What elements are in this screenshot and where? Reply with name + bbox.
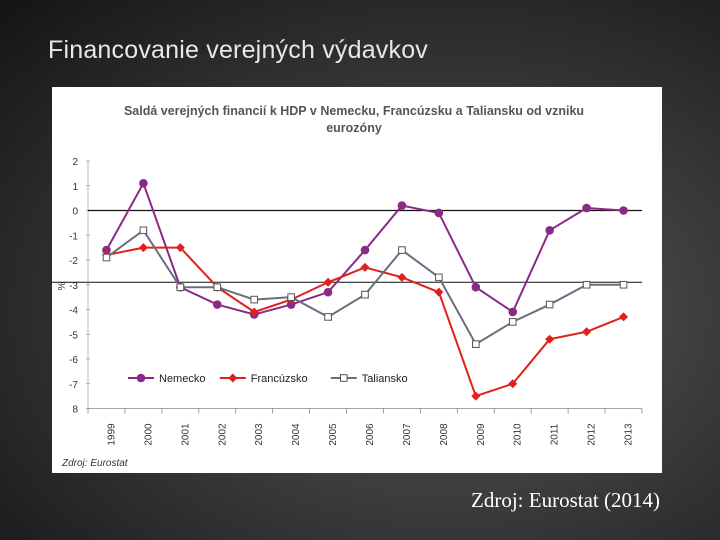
y-tick-label: 2 xyxy=(72,157,78,168)
data-point-nemecko xyxy=(434,208,444,218)
data-point-nemecko xyxy=(508,307,518,317)
y-tick-label: 1 xyxy=(72,182,78,193)
data-point-taliansko xyxy=(582,280,591,289)
y-tick-label: -4 xyxy=(69,306,78,317)
x-tick-label: 2000 xyxy=(143,423,154,446)
chart-source-note: Zdroj: Eurostat xyxy=(61,458,129,469)
data-point-nemecko xyxy=(212,300,222,309)
x-tick-label: 2009 xyxy=(476,423,487,446)
slide-source: Zdroj: Eurostat (2014) xyxy=(471,488,660,512)
legend-marker-francuzsko xyxy=(228,373,238,383)
data-point-taliansko xyxy=(472,340,480,348)
data-point-francuzsko xyxy=(471,391,481,401)
x-tick-label: 2004 xyxy=(291,423,302,446)
data-point-francuzsko xyxy=(434,287,444,297)
y-tick-label: -6 xyxy=(69,355,78,366)
line-chart: Saldá verejných financií k HDP v Nemecku… xyxy=(52,104,643,469)
y-tick-label: -1 xyxy=(69,231,78,242)
y-tick-label: -5 xyxy=(69,330,78,341)
x-tick-label: 1999 xyxy=(106,423,117,446)
legend-marker-nemecko xyxy=(136,373,146,383)
data-point-nemecko xyxy=(139,178,148,188)
data-point-nemecko xyxy=(323,287,333,297)
data-point-francuzsko xyxy=(138,243,148,253)
chart-title-line-2: eurozóny xyxy=(326,121,382,135)
data-point-nemecko xyxy=(619,206,628,215)
data-point-nemecko xyxy=(102,245,111,255)
data-point-taliansko xyxy=(545,300,554,309)
chart-title-line-1: Saldá verejných financií k HDP v Nemecku… xyxy=(124,104,584,118)
x-tick-label: 2006 xyxy=(365,423,376,446)
x-tick-label: 2007 xyxy=(402,423,413,446)
data-point-taliansko xyxy=(287,293,295,301)
x-tick-label: 2013 xyxy=(624,423,635,446)
data-point-taliansko xyxy=(324,313,332,321)
data-point-francuzsko xyxy=(582,327,592,337)
x-tick-label: 2001 xyxy=(180,423,191,446)
data-point-taliansko xyxy=(508,318,517,326)
legend-label-francuzsko: Francúzsko xyxy=(251,373,308,385)
data-point-taliansko xyxy=(139,226,148,235)
data-point-taliansko xyxy=(435,273,443,282)
data-point-taliansko xyxy=(102,253,111,262)
y-tick-label: 0 xyxy=(72,207,78,218)
y-tick-label: -3 xyxy=(69,281,78,292)
x-tick-label: 2005 xyxy=(328,423,339,446)
data-point-francuzsko xyxy=(619,312,629,322)
data-point-francuzsko xyxy=(508,379,518,389)
data-point-francuzsko xyxy=(175,243,185,253)
chart-panel: Saldá verejných financií k HDP v Nemecku… xyxy=(52,87,662,473)
data-point-taliansko xyxy=(619,280,628,289)
data-point-taliansko xyxy=(250,295,258,304)
y-axis-label: % xyxy=(57,281,68,290)
data-point-nemecko xyxy=(582,203,591,213)
data-point-francuzsko xyxy=(397,272,407,282)
data-point-taliansko xyxy=(213,283,222,292)
legend-label-taliansko: Taliansko xyxy=(362,373,408,385)
data-point-nemecko xyxy=(360,245,370,255)
y-tick-label: -2 xyxy=(69,256,78,267)
slide-title: Financovanie verejných výdavkov xyxy=(48,36,429,64)
x-tick-label: 2002 xyxy=(217,423,228,446)
data-point-francuzsko xyxy=(545,334,555,344)
x-tick-label: 2011 xyxy=(550,423,561,445)
legend-marker-taliansko xyxy=(340,374,348,382)
y-tick-label: -7 xyxy=(69,380,78,391)
data-point-francuzsko xyxy=(323,277,333,287)
legend-label-nemecko: Nemecko xyxy=(159,373,205,385)
x-tick-label: 2010 xyxy=(513,423,524,446)
data-point-nemecko xyxy=(397,201,407,210)
x-tick-label: 2003 xyxy=(254,423,265,446)
data-point-nemecko xyxy=(471,282,481,292)
data-point-taliansko xyxy=(361,290,369,299)
data-point-nemecko xyxy=(545,226,554,235)
y-tick-label: 8 xyxy=(72,405,78,416)
data-point-taliansko xyxy=(398,246,406,254)
x-tick-label: 2008 xyxy=(439,423,450,446)
data-point-francuzsko xyxy=(360,262,370,272)
x-tick-label: 2012 xyxy=(587,423,598,446)
data-point-francuzsko xyxy=(249,307,259,317)
data-point-taliansko xyxy=(176,283,185,292)
data-point-nemecko xyxy=(286,300,296,309)
